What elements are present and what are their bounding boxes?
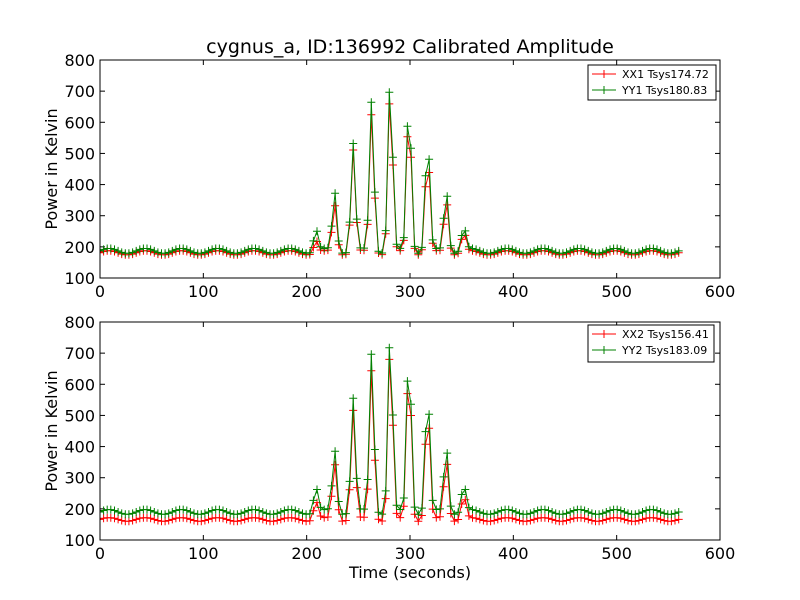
x-tick-label: 200 xyxy=(291,282,322,301)
x-tick-label: 600 xyxy=(705,544,736,563)
legend-marker xyxy=(600,346,608,354)
chart-title: cygnus_a, ID:136992 Calibrated Amplitude xyxy=(206,36,614,58)
y-tick-label: 800 xyxy=(64,313,95,332)
y-tick-label: 600 xyxy=(64,113,95,132)
series-markers-yy xyxy=(100,343,683,519)
y-tick-label: 300 xyxy=(64,207,95,226)
x-tick-label: 300 xyxy=(395,544,426,563)
y-tick-label: 500 xyxy=(64,144,95,163)
y-tick-label: 300 xyxy=(64,469,95,488)
bottom-panel: 0 100 200 300 400 500 600100200300400500600700… xyxy=(42,313,735,582)
y-tick-label: 700 xyxy=(64,82,95,101)
x-tick-label: 100 xyxy=(188,282,219,301)
axes-frame xyxy=(99,59,721,279)
legend-box xyxy=(587,64,717,101)
y-tick-label: 400 xyxy=(64,176,95,195)
legend-label: YY2 Tsys183.09 xyxy=(621,344,707,357)
series-markers-yy xyxy=(100,88,683,258)
legend-label: XX1 Tsys174.72 xyxy=(622,68,709,81)
legend: XX1 Tsys174.72 YY1 Tsys180.83 xyxy=(587,64,717,101)
y-axis-label: Power in Kelvin xyxy=(42,370,61,491)
y-axis-label: Power in Kelvin xyxy=(42,108,61,229)
x-tick-label: 0 xyxy=(95,544,105,563)
x-axis-label: Time (seconds) xyxy=(348,563,471,582)
legend-marker xyxy=(600,330,608,338)
y-tick-label: 800 xyxy=(64,51,95,70)
y-tick-label: 100 xyxy=(64,531,95,550)
legend-box xyxy=(587,324,715,363)
x-tick-label: 400 xyxy=(498,282,529,301)
y-tick-label: 200 xyxy=(64,238,95,257)
x-tick-label: 500 xyxy=(601,282,632,301)
legend-marker xyxy=(600,86,608,94)
legend-label: XX2 Tsys156.41 xyxy=(622,328,709,341)
axes-frame xyxy=(99,321,721,541)
x-tick-label: 500 xyxy=(601,544,632,563)
y-tick-label: 400 xyxy=(64,438,95,457)
legend-label: YY1 Tsys180.83 xyxy=(621,84,707,97)
series-markers-xx xyxy=(100,355,683,526)
x-tick-label: 0 xyxy=(95,282,105,301)
x-tick-label: 100 xyxy=(188,544,219,563)
x-tick-label: 400 xyxy=(498,544,529,563)
data-area xyxy=(100,88,683,259)
legend-marker xyxy=(600,70,608,78)
y-tick-label: 500 xyxy=(64,406,95,425)
data-area xyxy=(100,343,683,526)
legend: XX2 Tsys156.41 YY2 Tsys183.09 xyxy=(587,324,715,363)
y-tick-label: 700 xyxy=(64,344,95,363)
y-tick-label: 200 xyxy=(64,500,95,519)
top-panel: 0 100 200 300 400 500 600100200300400500600700… xyxy=(42,51,735,301)
x-tick-label: 600 xyxy=(705,282,736,301)
x-tick-label: 200 xyxy=(291,544,322,563)
y-tick-label: 600 xyxy=(64,375,95,394)
y-tick-label: 100 xyxy=(64,269,95,288)
x-tick-label: 300 xyxy=(395,282,426,301)
